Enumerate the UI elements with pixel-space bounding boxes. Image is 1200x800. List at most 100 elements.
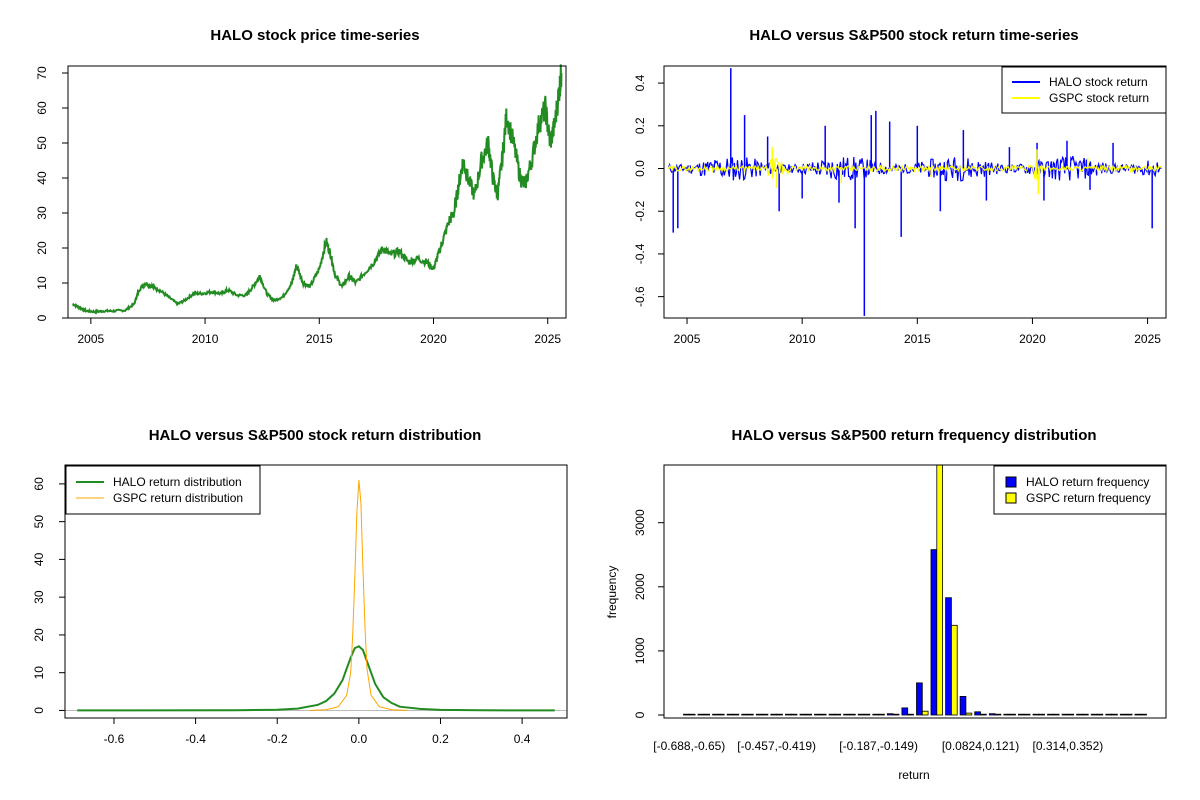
bar-halo-frequency (1134, 713, 1142, 716)
panel-frequency-distribution: HALO versus S&P500 return frequency dist… (605, 427, 1167, 782)
x-tick-label: -0.6 (104, 732, 125, 746)
y-tick-label: 10 (35, 276, 49, 290)
bar-halo-frequency (712, 713, 719, 716)
bar-gspc-frequency (936, 464, 943, 716)
bar-halo-frequency (1090, 713, 1098, 716)
y-tick-label: 50 (35, 136, 49, 150)
y-tick-label: 10 (32, 666, 46, 680)
bar-gspc-frequency (790, 713, 798, 716)
bar-gspc-frequency (819, 713, 827, 716)
x-tick-label: [0.314,0.352) (1033, 739, 1104, 753)
bar-gspc-frequency (834, 713, 842, 716)
y-tick-label: 0 (32, 707, 46, 714)
bar-halo-frequency (828, 713, 836, 716)
bar-gspc-frequency (921, 710, 929, 716)
x-tick-label: 2005 (77, 332, 104, 346)
y-axis-label-frequency: frequency (605, 566, 619, 619)
x-tick-label: 2010 (192, 332, 219, 346)
bar-gspc-frequency (747, 713, 754, 716)
bar-gspc-frequency (878, 713, 885, 716)
bar-halo-frequency (1105, 713, 1113, 716)
y-tick-label: 0 (35, 314, 49, 321)
chart-title-frequency: HALO versus S&P500 return frequency dist… (731, 427, 1096, 444)
bar-gspc-frequency (1009, 713, 1016, 716)
legend-label-gspc-return: GSPC stock return (1049, 91, 1149, 105)
bar-gspc-frequency (1096, 713, 1104, 716)
bar-halo-frequency (785, 713, 792, 716)
bar-gspc-frequency (805, 713, 812, 716)
panel-return-timeseries: HALO versus S&P500 stock return time-ser… (633, 27, 1167, 346)
bar-halo-frequency (697, 713, 705, 716)
bar-halo-frequency (1018, 713, 1025, 716)
bar-halo-frequency (1047, 713, 1054, 716)
legend-label-gspc-dist: GSPC return distribution (113, 491, 243, 505)
x-tick-label: -0.2 (267, 732, 288, 746)
x-tick-label: 2020 (420, 332, 447, 346)
y-tick-label: 3000 (633, 509, 647, 536)
y-tick-label: 20 (32, 628, 46, 642)
price-line-halo (72, 64, 563, 315)
y-tick-label: 0.2 (633, 117, 647, 134)
bar-halo-frequency (916, 682, 923, 716)
bar-halo-frequency (974, 711, 981, 716)
y-tick-label: -0.6 (633, 286, 647, 307)
x-tick-label: 2020 (1019, 332, 1046, 346)
x-tick-label: [-0.187,-0.149) (839, 739, 918, 753)
x-tick-label: -0.4 (185, 732, 206, 746)
bar-halo-frequency (683, 713, 690, 716)
bar-halo-frequency (857, 713, 865, 716)
x-tick-label: 0.0 (351, 732, 368, 746)
bar-gspc-frequency (1052, 713, 1060, 716)
return-line-gspc (668, 157, 1162, 182)
bar-halo-frequency (843, 713, 850, 716)
legend-label-halo-freq: HALO return frequency (1026, 475, 1149, 489)
bar-halo-frequency (886, 713, 894, 716)
bar-halo-frequency (770, 713, 777, 716)
bar-halo-frequency (1061, 713, 1069, 716)
bar-gspc-frequency (1140, 713, 1147, 716)
bar-gspc-frequency (1067, 713, 1075, 716)
bar-halo-frequency (1076, 713, 1083, 716)
legend-distribution: HALO return distribution GSPC return dis… (65, 465, 261, 515)
bar-gspc-frequency (776, 713, 783, 716)
x-tick-label: 0.4 (514, 732, 531, 746)
bar-halo-frequency (755, 713, 763, 716)
x-tick-label: 2010 (789, 332, 816, 346)
legend-swatch-gspc-freq (1005, 492, 1017, 504)
y-tick-label: 40 (35, 171, 49, 185)
legend-returns: HALO stock return GSPC stock return (1001, 66, 1167, 114)
x-tick-label: [-0.688,-0.65) (653, 739, 725, 753)
bar-halo-frequency (1032, 713, 1040, 716)
bar-gspc-frequency (761, 713, 769, 716)
panel-price-timeseries: HALO stock price time-series 2005 2010 201… (35, 27, 567, 346)
bar-gspc-frequency (1125, 713, 1133, 716)
legend-label-gspc-freq: GSPC return frequency (1026, 491, 1151, 505)
bar-gspc-frequency (965, 712, 973, 716)
legend-label-halo-return: HALO stock return (1049, 75, 1148, 89)
y-tick-label: 70 (35, 66, 49, 80)
x-axis-label-frequency: return (898, 768, 929, 782)
bar-gspc-frequency (863, 713, 871, 716)
x-tick-label: [0.0824,0.121) (942, 739, 1019, 753)
y-tick-label: 1000 (633, 637, 647, 664)
y-tick-label: 0.4 (633, 74, 647, 91)
y-tick-label: 40 (32, 552, 46, 566)
legend-swatch-halo-freq (1005, 476, 1017, 488)
bar-gspc-frequency (1023, 713, 1031, 716)
y-tick-label: 30 (35, 206, 49, 220)
bar-halo-frequency (872, 713, 879, 716)
bar-gspc-frequency (732, 713, 740, 716)
bar-gspc-frequency (849, 713, 856, 716)
chart-title-price: HALO stock price time-series (210, 27, 419, 44)
bar-gspc-frequency (951, 624, 958, 716)
bar-gspc-frequency (703, 713, 710, 716)
bar-halo-frequency (959, 696, 967, 716)
legend-box-returns (1001, 66, 1167, 114)
x-tick-label: [-0.457,-0.419) (737, 739, 816, 753)
bar-halo-frequency (930, 549, 938, 716)
bar-halo-frequency (726, 713, 734, 716)
bar-gspc-frequency (1111, 713, 1118, 716)
plot-frame-distribution (64, 464, 568, 719)
bar-gspc-frequency (718, 713, 725, 716)
bar-gspc-frequency (994, 713, 1002, 716)
